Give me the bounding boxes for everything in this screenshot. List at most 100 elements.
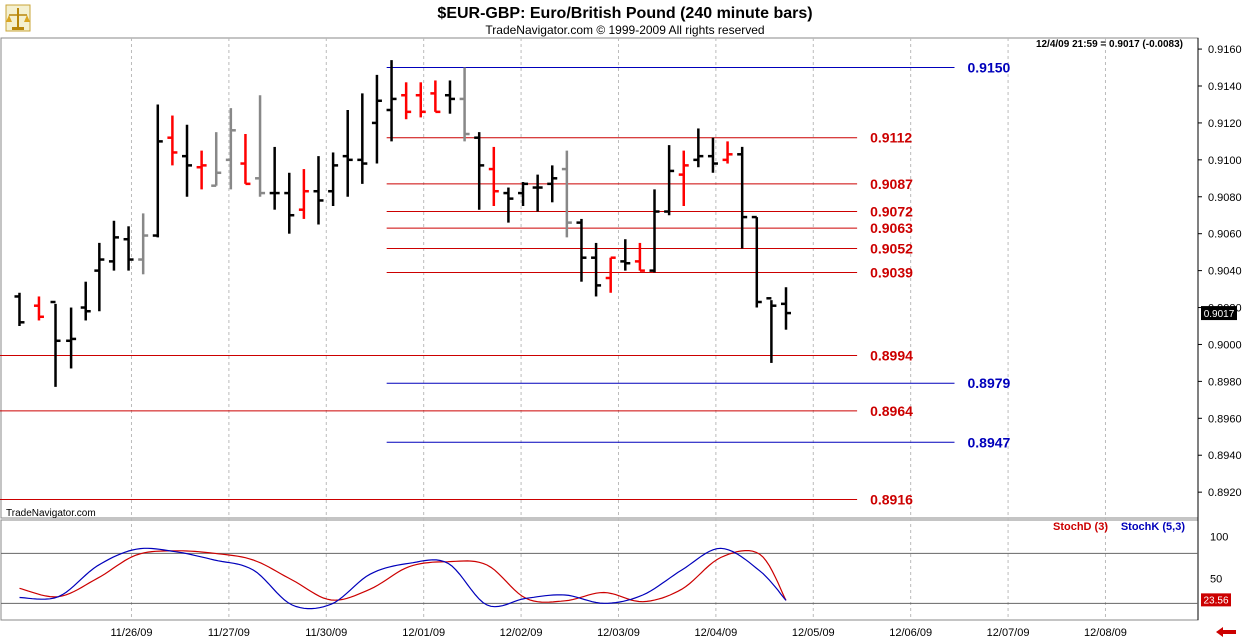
price-panel-border	[0, 37, 1199, 519]
x-tick-label: 12/05/09	[792, 627, 835, 639]
last-price-badge: 0.9017	[1201, 306, 1237, 321]
ohlc-bar	[620, 239, 631, 271]
ohlc-bar	[386, 60, 397, 142]
ohlc-bar	[518, 182, 529, 206]
watermark-text: TradeNavigator.com	[6, 508, 96, 519]
y-tick-label: 0.9080	[1208, 192, 1242, 204]
ohlc-bar	[328, 152, 339, 206]
scroll-left-arrow-icon[interactable]	[1214, 627, 1238, 637]
level-label: 0.9150	[968, 60, 1011, 76]
ohlc-bar	[167, 115, 178, 166]
ohlc-bar	[94, 242, 105, 312]
y-tick-label: 0.9140	[1208, 81, 1242, 93]
ohlc-bar	[591, 242, 602, 297]
ohlc-bar	[430, 80, 441, 114]
ohlc-bar	[693, 128, 704, 168]
ohlc-bar	[80, 281, 91, 321]
ohlc-bar	[751, 215, 762, 308]
level-label: 0.8994	[870, 348, 913, 364]
ohlc-bar	[123, 226, 134, 271]
x-tick-label: 11/26/09	[110, 627, 152, 639]
level-label: 0.8947	[968, 434, 1011, 450]
ohlc-bar	[50, 300, 61, 387]
level-label: 0.8964	[870, 403, 913, 419]
x-tick-label: 12/06/09	[889, 627, 932, 639]
ohlc-bar	[371, 74, 382, 164]
level-label: 0.9039	[870, 264, 913, 280]
price-bars	[14, 60, 792, 387]
ohlc-bar	[707, 137, 718, 173]
ohlc-bar	[33, 296, 44, 321]
level-label: 0.9072	[870, 204, 913, 220]
ohlc-bar	[211, 132, 222, 187]
y-tick-label: 0.9120	[1208, 118, 1242, 130]
svg-text:23.56: 23.56	[1203, 595, 1228, 606]
y-tick-label: 0.8920	[1208, 487, 1242, 499]
ohlc-bar	[225, 108, 236, 190]
stoch-series-line	[19, 550, 787, 603]
ohlc-bar	[444, 80, 455, 114]
x-tick-label: 11/27/09	[208, 627, 250, 639]
ohlc-bar	[313, 156, 324, 225]
ohlc-bar	[649, 189, 660, 273]
oscillator-panel-border	[0, 519, 1199, 621]
x-tick-label: 12/08/09	[1084, 627, 1127, 639]
chart-title: $EUR-GBP: Euro/British Pound (240 minute…	[437, 5, 812, 22]
legend-stochk: StochK (5,3)	[1121, 521, 1186, 533]
ohlc-bar	[547, 165, 558, 203]
ohlc-bar	[357, 93, 368, 184]
ohlc-bar	[269, 146, 280, 210]
ohlc-bar	[605, 256, 616, 293]
ohlc-bar	[678, 150, 689, 206]
ohlc-bar	[415, 82, 426, 118]
ohlc-bar	[182, 124, 193, 197]
copyright-text: TradeNavigator.com © 1999-2009 All right…	[485, 23, 764, 37]
ohlc-bar	[138, 213, 149, 275]
x-tick-label: 12/04/09	[694, 627, 737, 639]
ohlc-bar	[766, 297, 777, 363]
axes: 11/26/09 11/27/09 11/30/09 12/01/09 12/02/09…	[110, 44, 1241, 639]
trade-navigator-logo-icon	[5, 4, 31, 32]
y-tick-label: 0.8940	[1208, 450, 1242, 462]
ohlc-bar	[240, 134, 251, 186]
y-tick-label: 0.9060	[1208, 229, 1242, 241]
ohlc-bar	[298, 169, 309, 219]
y-tick-label: 0.9040	[1208, 266, 1242, 278]
ohlc-bar	[474, 132, 485, 210]
price-readout: 12/4/09 21:59 = 0.9017 (-0.0083)	[1036, 39, 1183, 50]
level-label: 0.8916	[870, 492, 913, 508]
ohlc-bar	[664, 145, 675, 216]
level-label: 0.8979	[968, 375, 1011, 391]
x-tick-label: 12/02/09	[500, 627, 543, 639]
y-tick-label: 0.8960	[1208, 413, 1242, 425]
osc-y-tick-label: 50	[1210, 573, 1222, 585]
ohlc-bar	[503, 187, 514, 223]
y-tick-label: 0.9160	[1208, 44, 1242, 56]
ohlc-bar	[561, 150, 572, 238]
x-tick-label: 12/03/09	[597, 627, 640, 639]
grid-lines	[130, 38, 1106, 620]
y-tick-label: 0.8980	[1208, 376, 1242, 388]
ohlc-bar	[401, 82, 412, 120]
osc-y-tick-label: 100	[1210, 532, 1228, 544]
ohlc-bar	[108, 220, 119, 271]
x-tick-label: 11/30/09	[305, 627, 347, 639]
x-tick-label: 12/07/09	[987, 627, 1030, 639]
ohlc-bar	[196, 150, 207, 190]
svg-text:0.9017: 0.9017	[1204, 309, 1235, 320]
ohlc-bar	[66, 307, 77, 369]
ohlc-bar	[737, 146, 748, 249]
ohlc-bar	[781, 287, 792, 330]
level-label: 0.9063	[870, 220, 913, 236]
ohlc-bar	[342, 110, 353, 197]
ohlc-bar	[284, 172, 295, 234]
ohlc-bar	[576, 218, 587, 282]
level-label: 0.9052	[870, 240, 913, 256]
ohlc-bar	[459, 67, 470, 142]
level-label: 0.9112	[870, 130, 912, 146]
y-tick-label: 0.9000	[1208, 339, 1242, 351]
ohlc-bar	[488, 146, 499, 206]
stoch-series-line	[19, 547, 787, 610]
